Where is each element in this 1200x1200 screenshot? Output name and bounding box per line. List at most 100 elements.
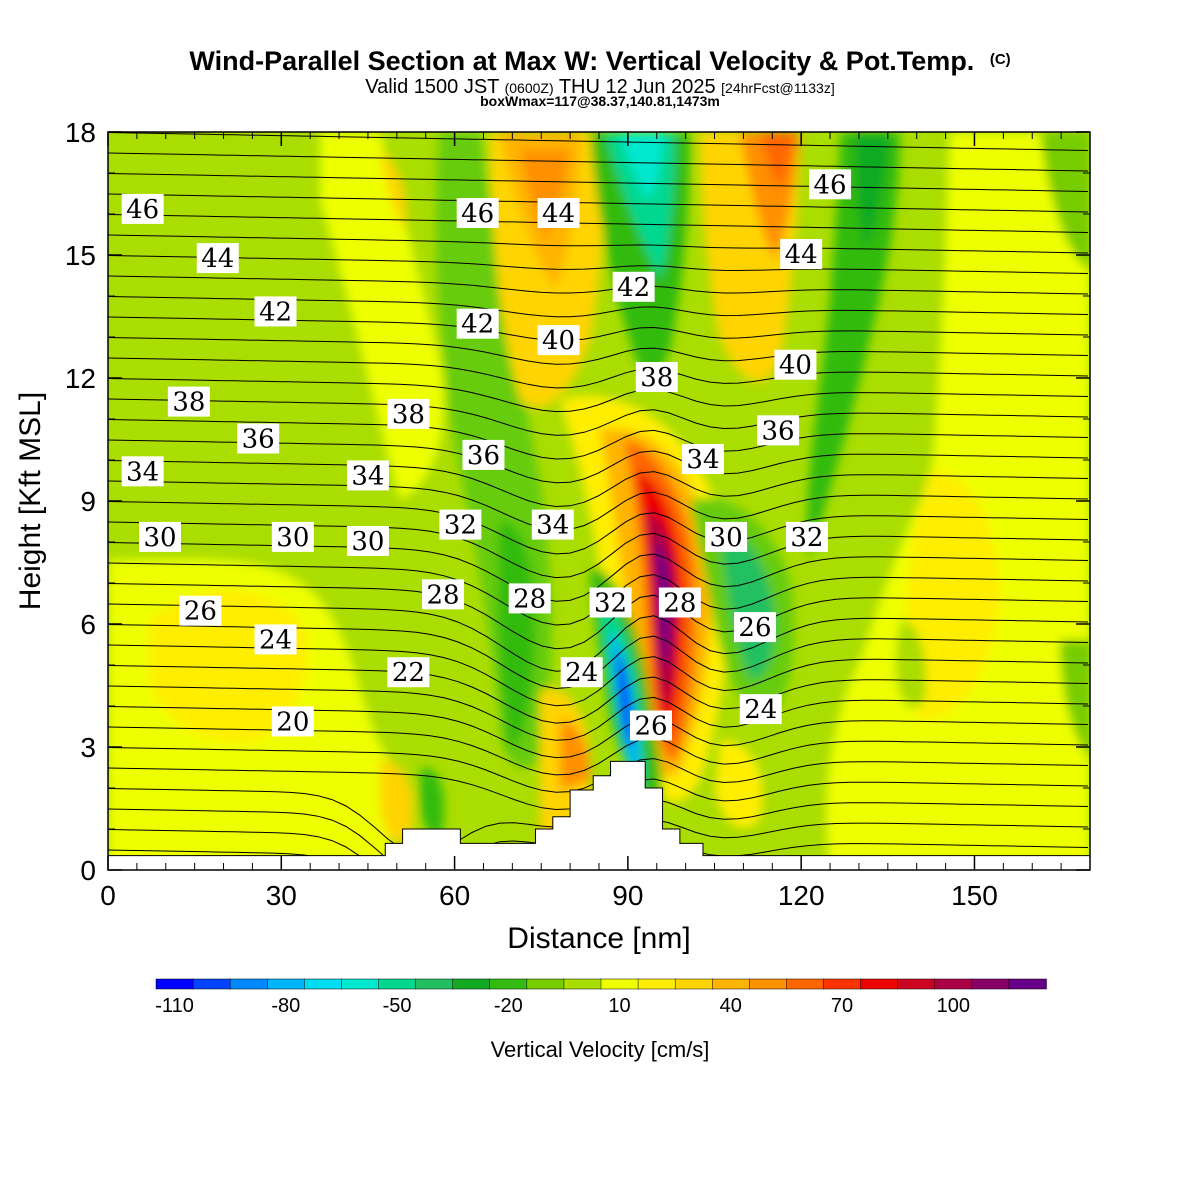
- theta-label-text: 26: [738, 613, 771, 643]
- theta-label-text: 36: [762, 416, 795, 446]
- theta-label-text: 38: [392, 400, 425, 430]
- x-tick-label-1: 30: [266, 880, 297, 911]
- copyright-mark: (C): [990, 51, 1011, 68]
- theta-label-22: 28: [422, 579, 465, 610]
- theta-label-text: 26: [184, 597, 217, 627]
- colorbar-label-0: -110: [155, 995, 194, 1017]
- theta-label-6: 30: [138, 521, 181, 553]
- theta-label-15: 42: [456, 308, 499, 340]
- theta-label-box: [774, 349, 817, 380]
- theta-contour-line: [108, 603, 1089, 672]
- colorbar-swatch-8: [452, 978, 491, 990]
- theta-label-33: 24: [739, 694, 782, 725]
- theta-label-box: [629, 710, 672, 741]
- theta-label-text: 24: [744, 695, 777, 725]
- colorbar-label-7: 100: [937, 995, 970, 1017]
- theta-label-text: 28: [663, 589, 696, 619]
- theta-label-box: [462, 439, 505, 470]
- y-tick-label-3: 9: [80, 486, 96, 517]
- theta-label-18: 36: [462, 439, 505, 471]
- x-tick-label-5: 150: [951, 880, 998, 911]
- chart-title-main: Wind-Parallel Section at Max W: Vertical…: [189, 46, 974, 76]
- theta-label-34: 46: [809, 169, 852, 200]
- theta-label-text: 46: [814, 170, 847, 200]
- theta-label-text: 24: [259, 625, 292, 655]
- theta-contour-line: [108, 132, 1089, 151]
- x-tick-label-0: 0: [100, 880, 116, 911]
- theta-label-box: [439, 509, 482, 540]
- colorbar-swatch-9: [489, 978, 528, 990]
- theta-contour-line: [108, 173, 1089, 192]
- theta-label-text: 44: [785, 240, 818, 270]
- theta-label-2: 42: [254, 296, 297, 327]
- theta-label-box: [531, 509, 574, 540]
- theta-label-text: 44: [201, 244, 234, 274]
- x-axis-title: Distance [nm]: [507, 922, 690, 955]
- colorbar-label-5: 40: [720, 995, 742, 1017]
- theta-contour-line: [108, 706, 1089, 759]
- colorbar: -110 -80 -50 -20 10 40 70 100: [155, 978, 1047, 1017]
- theta-label-box: [179, 595, 222, 626]
- y-axis-title: Height [Kft MSL]: [14, 392, 47, 610]
- theta-label-24: 32: [589, 587, 632, 619]
- theta-label-38: 32: [785, 521, 828, 553]
- theta-label-box: [785, 521, 828, 552]
- theta-contour-line: [108, 460, 1089, 508]
- subtitle-valid: Valid 1500 JST: [365, 76, 499, 98]
- theta-label-7: 30: [271, 521, 314, 553]
- theta-contour-line: [108, 583, 1089, 650]
- theta-label-box: [271, 521, 314, 552]
- theta-label-28: 38: [635, 362, 678, 393]
- theta-label-text: 40: [779, 351, 812, 381]
- theta-label-13: 46: [456, 198, 499, 229]
- theta-label-box: [167, 386, 210, 417]
- theta-label-box: [612, 271, 655, 302]
- theta-label-text: 32: [594, 589, 627, 619]
- theta-contour-line: [108, 275, 1089, 295]
- theta-label-37: 36: [757, 415, 800, 446]
- theta-label-text: 28: [513, 584, 546, 614]
- theta-label-29: 34: [681, 444, 724, 475]
- theta-label-10: 24: [254, 624, 297, 655]
- theta-label-35: 44: [780, 239, 823, 270]
- theta-label-20: 32: [439, 509, 482, 541]
- theta-contour-line: [108, 419, 1089, 460]
- terrain: [108, 760, 1090, 870]
- theta-label-text: 38: [172, 388, 205, 418]
- colorbar-swatch-17: [786, 978, 825, 990]
- x-tick-label-4: 120: [778, 880, 825, 911]
- theta-contour-line: [108, 726, 1089, 776]
- colorbar-swatch-16: [749, 978, 788, 990]
- theta-label-36: 40: [774, 349, 817, 381]
- theta-label-23: 28: [508, 583, 551, 614]
- theta-contour-line: [108, 234, 1089, 254]
- theta-label-text: 26: [634, 712, 667, 742]
- colorbar-swatch-1: [192, 978, 231, 990]
- theta-label-16: 40: [537, 325, 580, 356]
- theta-label-box: [705, 521, 748, 552]
- theta-label-text: 24: [565, 658, 598, 688]
- theta-label-box: [138, 521, 181, 552]
- vertical-velocity-field: [108, 132, 1090, 870]
- theta-label-text: 34: [126, 457, 159, 487]
- theta-label-17: 38: [387, 398, 430, 430]
- y-tick-label-2: 6: [80, 609, 96, 640]
- theta-label-box: [196, 243, 239, 274]
- theta-label-box: [537, 325, 580, 356]
- x-axis: 0 30 60 90 120 150: [100, 132, 1091, 911]
- theta-label-text: 46: [126, 195, 159, 225]
- theta-label-box: [254, 296, 297, 327]
- theta-contour-line: [108, 521, 1089, 579]
- box-info: boxWmax=117@38.37,140.81,1473m: [480, 93, 720, 109]
- theta-label-box: [387, 657, 430, 688]
- theta-contour-line: [108, 685, 1089, 741]
- theta-label-text: 42: [259, 297, 292, 327]
- theta-contours: [108, 132, 1089, 870]
- theta-label-box: [681, 444, 724, 474]
- theta-label-box: [346, 526, 389, 556]
- colorbar-swatch-22: [971, 978, 1010, 990]
- theta-label-box: [456, 198, 499, 228]
